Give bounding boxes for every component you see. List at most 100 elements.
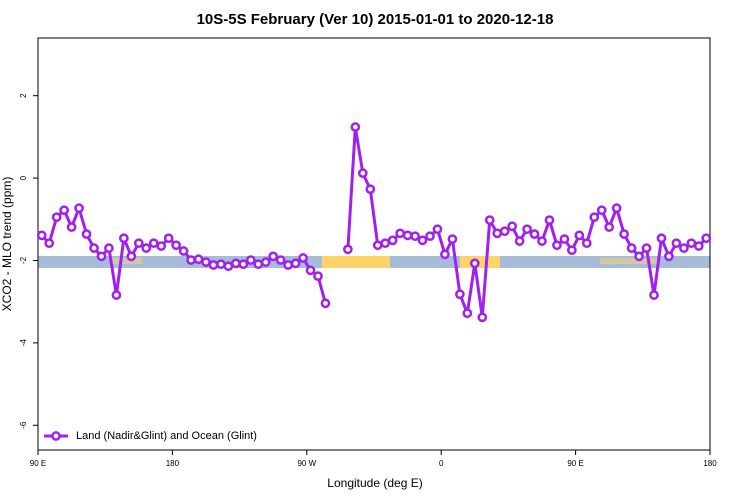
y-tick-label: 0 — [19, 175, 28, 180]
point — [66, 222, 77, 232]
y-tick-label: -6 — [19, 421, 28, 429]
series-line — [346, 126, 708, 319]
x-tick-label: 180 — [703, 459, 717, 468]
point — [223, 261, 234, 272]
point — [604, 222, 615, 232]
point — [372, 240, 383, 251]
point — [380, 238, 391, 249]
point — [462, 308, 473, 319]
point — [589, 212, 600, 223]
point — [268, 251, 279, 262]
point — [320, 298, 331, 309]
point — [365, 184, 376, 195]
point — [492, 228, 503, 239]
point — [253, 259, 264, 270]
point — [425, 231, 435, 242]
point — [156, 241, 167, 251]
point — [193, 254, 204, 265]
point — [231, 258, 241, 269]
point — [499, 226, 510, 237]
point — [111, 290, 122, 300]
point — [581, 238, 592, 249]
point — [81, 229, 92, 239]
point — [141, 243, 152, 253]
point — [701, 233, 712, 244]
legend-marker — [51, 431, 61, 441]
point — [104, 243, 114, 253]
point — [432, 224, 443, 235]
point — [313, 271, 323, 281]
point — [626, 243, 637, 253]
point — [455, 289, 465, 300]
y-tick-label: -4 — [19, 339, 28, 347]
point — [402, 230, 413, 241]
x-tick-label: 90 E — [567, 459, 583, 468]
point — [395, 228, 405, 239]
y-axis-label: XCO2 - MLO trend (ppm) — [0, 177, 14, 312]
point — [507, 221, 517, 232]
point — [51, 212, 62, 223]
point — [693, 241, 704, 251]
point — [343, 244, 353, 255]
point — [387, 235, 398, 246]
point — [119, 233, 129, 244]
point — [245, 255, 256, 265]
point — [148, 238, 159, 249]
land-band — [112, 258, 142, 264]
point — [89, 243, 99, 253]
point — [522, 224, 532, 235]
point — [671, 238, 682, 249]
point — [298, 253, 308, 263]
x-tick-label: 90 W — [297, 459, 316, 468]
point — [477, 312, 488, 323]
point — [514, 236, 525, 246]
chart-title: 10S-5S February (Ver 10) 2015-01-01 to 2… — [197, 11, 554, 28]
point — [567, 245, 577, 256]
point — [544, 215, 555, 225]
point — [664, 251, 674, 262]
point — [484, 215, 495, 225]
y-tick-label: -2 — [19, 256, 28, 264]
point — [559, 234, 570, 244]
land-band — [600, 258, 660, 264]
point — [59, 205, 69, 216]
point — [679, 243, 689, 253]
point — [440, 249, 450, 260]
point — [634, 251, 644, 262]
point — [186, 255, 196, 265]
point — [275, 255, 286, 265]
point — [216, 259, 226, 270]
point — [656, 233, 667, 244]
point — [596, 205, 607, 216]
point — [611, 203, 622, 214]
x-tick-label: 0 — [439, 459, 444, 468]
point — [417, 235, 428, 246]
point — [686, 238, 697, 249]
point — [171, 240, 181, 251]
x-tick-label: 90 E — [30, 459, 46, 468]
point — [36, 230, 47, 241]
plot-frame — [37, 37, 711, 451]
x-axis-label: Longitude (deg E) — [327, 476, 422, 490]
point — [126, 251, 137, 262]
point — [208, 260, 219, 270]
point — [537, 236, 547, 246]
x-tick-label: 180 — [166, 459, 180, 468]
point — [290, 258, 301, 269]
point — [178, 246, 189, 256]
land-band — [322, 256, 390, 268]
point — [283, 260, 293, 270]
point — [74, 203, 84, 214]
point — [447, 234, 458, 244]
point — [410, 231, 420, 242]
legend-label: Land (Nadir&Glint) and Ocean (Glint) — [76, 430, 257, 442]
y-tick-label: 2 — [19, 93, 28, 98]
point — [357, 168, 368, 178]
point — [163, 233, 174, 244]
point — [574, 230, 585, 241]
point — [305, 265, 316, 276]
point — [350, 122, 361, 132]
point — [529, 229, 540, 239]
point — [44, 238, 55, 249]
